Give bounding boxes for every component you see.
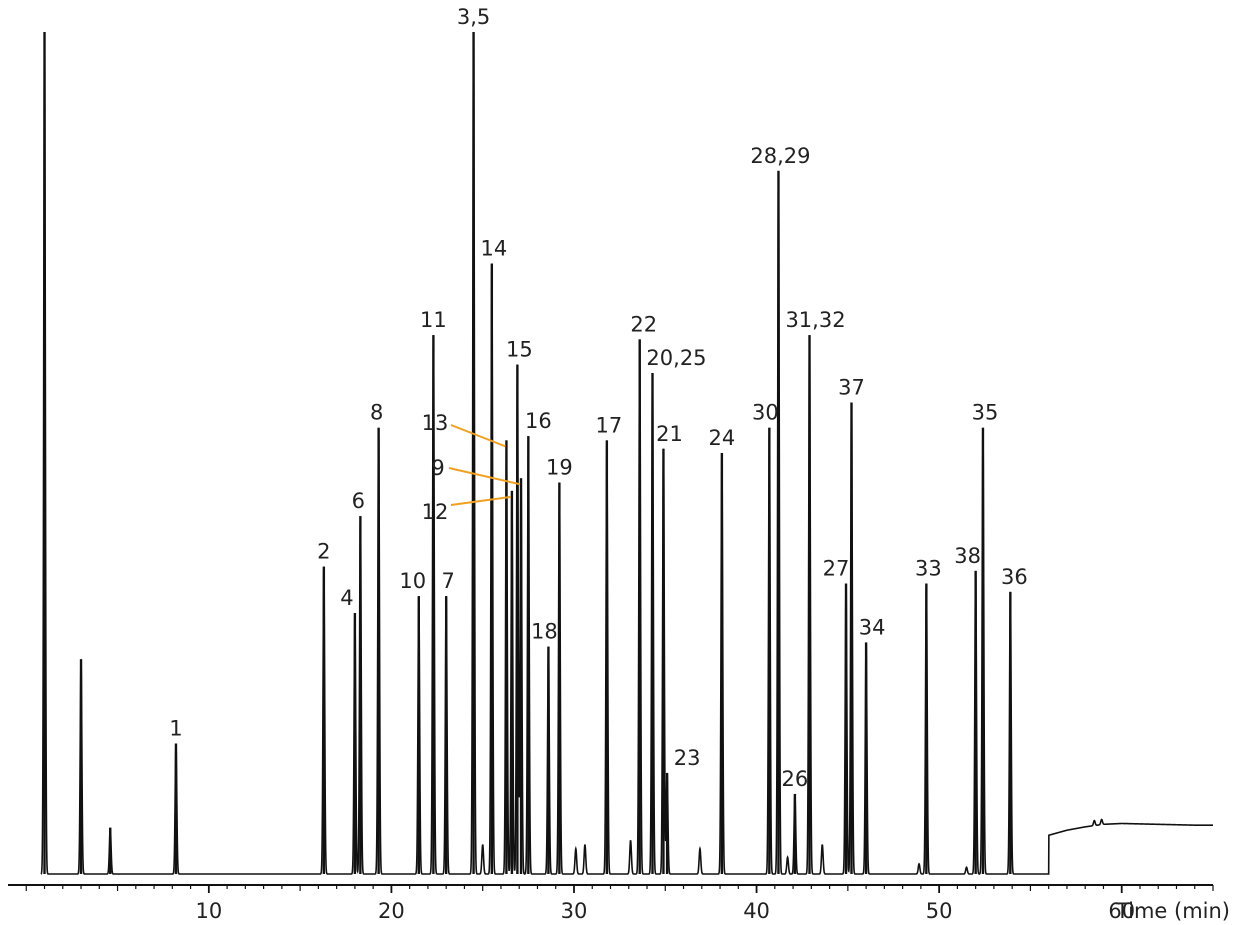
peak-label: 21 — [656, 422, 683, 446]
peak-label: 38 — [954, 544, 981, 568]
leader-line — [450, 495, 512, 506]
peak-label: 31,32 — [785, 308, 845, 332]
peak-label: 36 — [1001, 565, 1028, 589]
peak-label: 34 — [859, 615, 886, 639]
peak-label: 30 — [752, 401, 779, 425]
x-tick-label: 30 — [561, 899, 588, 923]
peak-label: 24 — [709, 426, 736, 450]
peak-label: 1 — [169, 716, 182, 740]
peak-label: 4 — [340, 586, 353, 610]
leader-line — [450, 424, 506, 448]
peak-label: 28,29 — [750, 144, 810, 168]
x-tick-label: 20 — [378, 899, 405, 923]
trace-layer — [40, 31, 1213, 875]
x-axis-ticks: 10 20 30 40 50 60 — [25, 885, 1214, 923]
peak-label: 9 — [431, 456, 444, 480]
peak-label: 10 — [399, 569, 426, 593]
peak-label: 35 — [972, 401, 999, 425]
peak-label: 7 — [441, 569, 454, 593]
leader-lines — [448, 424, 521, 506]
leader-line — [448, 467, 521, 486]
x-tick-label: 10 — [195, 899, 222, 923]
x-tick-label: 60 — [1108, 899, 1135, 923]
x-tick-label: 50 — [926, 899, 953, 923]
peak-label: 20,25 — [646, 346, 706, 370]
peak-label: 18 — [531, 620, 558, 644]
peak-label: 33 — [915, 557, 942, 581]
peak-label: 2 — [317, 540, 330, 564]
peak-label: 23 — [674, 746, 701, 770]
peak-label: 6 — [352, 489, 365, 513]
peak-label: 26 — [782, 767, 809, 791]
peak-labels: 12468101173,5141312159161819172220,25212… — [169, 5, 1027, 791]
x-axis-title: Time (min) — [1115, 899, 1230, 923]
peak-label: 17 — [595, 413, 622, 437]
peak-label: 15 — [506, 338, 533, 362]
peak-label: 14 — [480, 237, 507, 261]
peak-label: 19 — [546, 455, 573, 479]
chromatogram-trace — [40, 31, 1213, 875]
peak-label: 13 — [422, 411, 449, 435]
peak-label: 22 — [630, 312, 657, 336]
peak-label: 37 — [838, 375, 865, 399]
peak-label: 11 — [420, 308, 447, 332]
peak-label: 16 — [525, 409, 552, 433]
peak-label: 3,5 — [457, 5, 490, 29]
x-tick-label: 40 — [743, 899, 770, 923]
peak-label: 27 — [823, 557, 850, 581]
peak-label: 8 — [370, 401, 383, 425]
peak-label: 12 — [422, 500, 449, 524]
